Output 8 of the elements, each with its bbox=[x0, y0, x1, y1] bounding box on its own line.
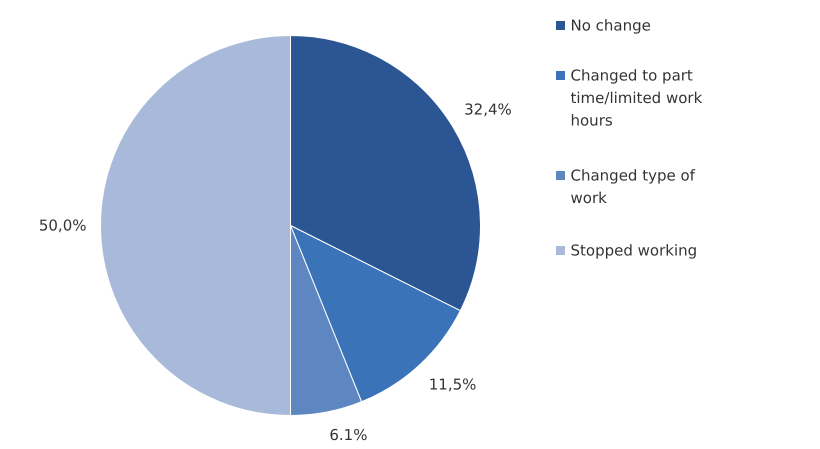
data-label: 6.1% bbox=[329, 426, 368, 444]
legend-label: Changed to part time/limited work hours bbox=[570, 66, 703, 130]
data-label: 11,5% bbox=[428, 376, 476, 394]
data-label: 50,0% bbox=[38, 216, 87, 234]
legend-label: Stopped working bbox=[570, 242, 698, 260]
data-label: 32,4% bbox=[464, 100, 512, 118]
legend-label: Changed type of work bbox=[570, 166, 696, 207]
legend-label: No change bbox=[570, 16, 651, 34]
